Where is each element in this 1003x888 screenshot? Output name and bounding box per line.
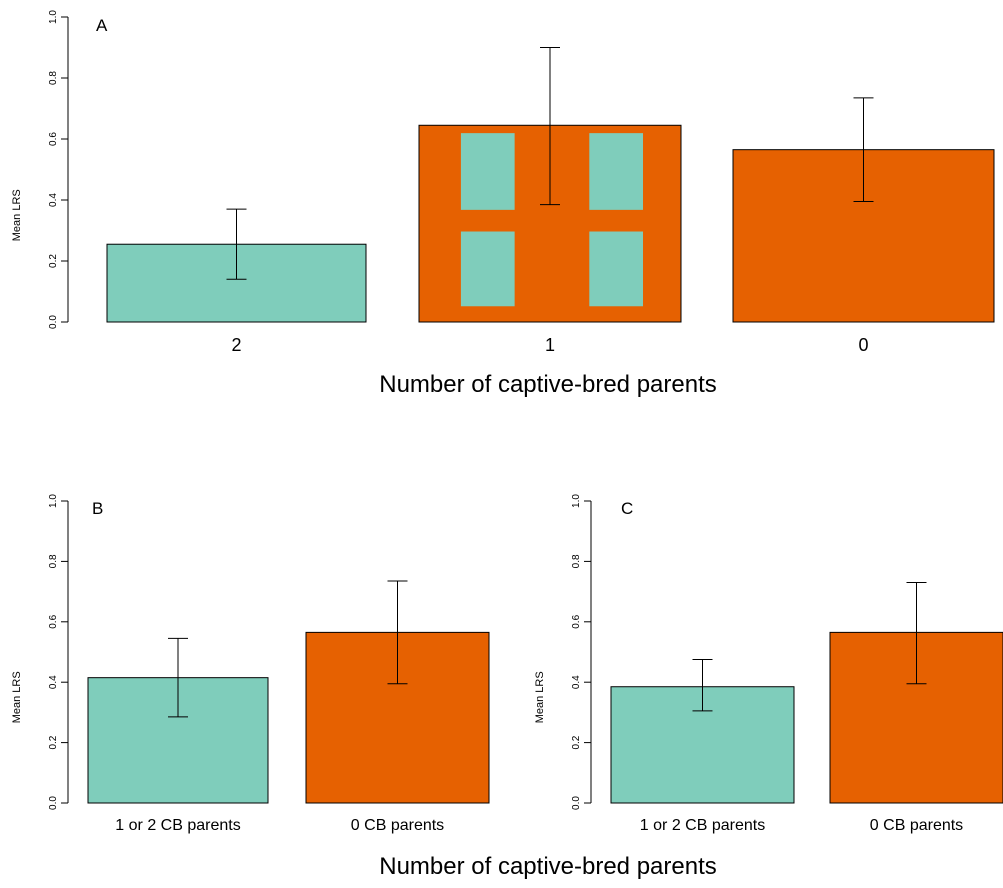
- panel-a-y-tick-label: 0.0: [48, 315, 59, 329]
- panel-c-y-tick-label: 0.4: [571, 675, 582, 689]
- panel-b-category-label: 1 or 2 CB parents: [115, 817, 240, 834]
- panel-b-ylabel: Mean LRS: [11, 671, 23, 723]
- panel-a-category-label: 2: [231, 335, 241, 355]
- panel-a-ylabel: Mean LRS: [11, 189, 23, 241]
- panel-c-y-tick-label: 1.0: [571, 494, 582, 508]
- panel-b-y-tick-label: 0.4: [48, 675, 59, 689]
- panel-c-category-label: 0 CB parents: [870, 817, 963, 834]
- panel-c: 0.0 0.2 0.4 0.6 0.8 1.0 Mean LRS C 1 or 2 CB par…: [534, 494, 1003, 834]
- panel-c-label: C: [621, 499, 633, 518]
- panel-b: 0.0 0.2 0.4 0.6 0.8 1.0 Mean LRS B 1 or 2 CB par…: [11, 494, 490, 834]
- panel-c-y-tick-label: 0.8: [571, 554, 582, 568]
- panel-a-y-tick-label: 0.4: [48, 193, 59, 207]
- panel-a-category-label: 1: [545, 335, 555, 355]
- panel-a-xlabel: Number of captive-bred parents: [379, 371, 717, 398]
- panel-b-y-tick-label: 0.6: [48, 614, 59, 628]
- panel-b-category-label: 0 CB parents: [351, 817, 444, 834]
- panel-b-y-tick-label: 0.8: [48, 554, 59, 568]
- panel-b-y-tick-label: 0.0: [48, 796, 59, 810]
- panel-c-y-tick-label: 0.2: [571, 735, 582, 749]
- panel-c-category-label: 1 or 2 CB parents: [640, 817, 765, 834]
- panel-c-y-tick-label: 0.0: [571, 796, 582, 810]
- panel-b-y-tick-label: 1.0: [48, 494, 59, 508]
- panel-c-ylabel: Mean LRS: [534, 671, 546, 723]
- panel-b-y-tick-label: 0.2: [48, 735, 59, 749]
- panel-a-category-label: 0: [858, 335, 868, 355]
- panel-a-y-tick-label: 1.0: [48, 10, 59, 24]
- panel-a-bar-pattern: [589, 231, 644, 307]
- panel-a: 0.0 0.2 0.4 0.6 0.8 1.0 Mean LRS A 2 1 0: [11, 10, 995, 355]
- panel-a-label: A: [96, 16, 108, 35]
- panel-a-y-tick-label: 0.6: [48, 132, 59, 146]
- panel-a-bar-pattern: [460, 133, 515, 210]
- panel-c-y-tick-label: 0.6: [571, 614, 582, 628]
- panel-a-y-tick-label: 0.8: [48, 71, 59, 85]
- shared-xlabel: Number of captive-bred parents: [379, 853, 717, 880]
- panel-a-bar-pattern: [460, 231, 515, 307]
- panel-b-label: B: [92, 499, 103, 518]
- panel-a-bar-pattern: [589, 133, 644, 210]
- panel-a-y-tick-label: 0.2: [48, 254, 59, 268]
